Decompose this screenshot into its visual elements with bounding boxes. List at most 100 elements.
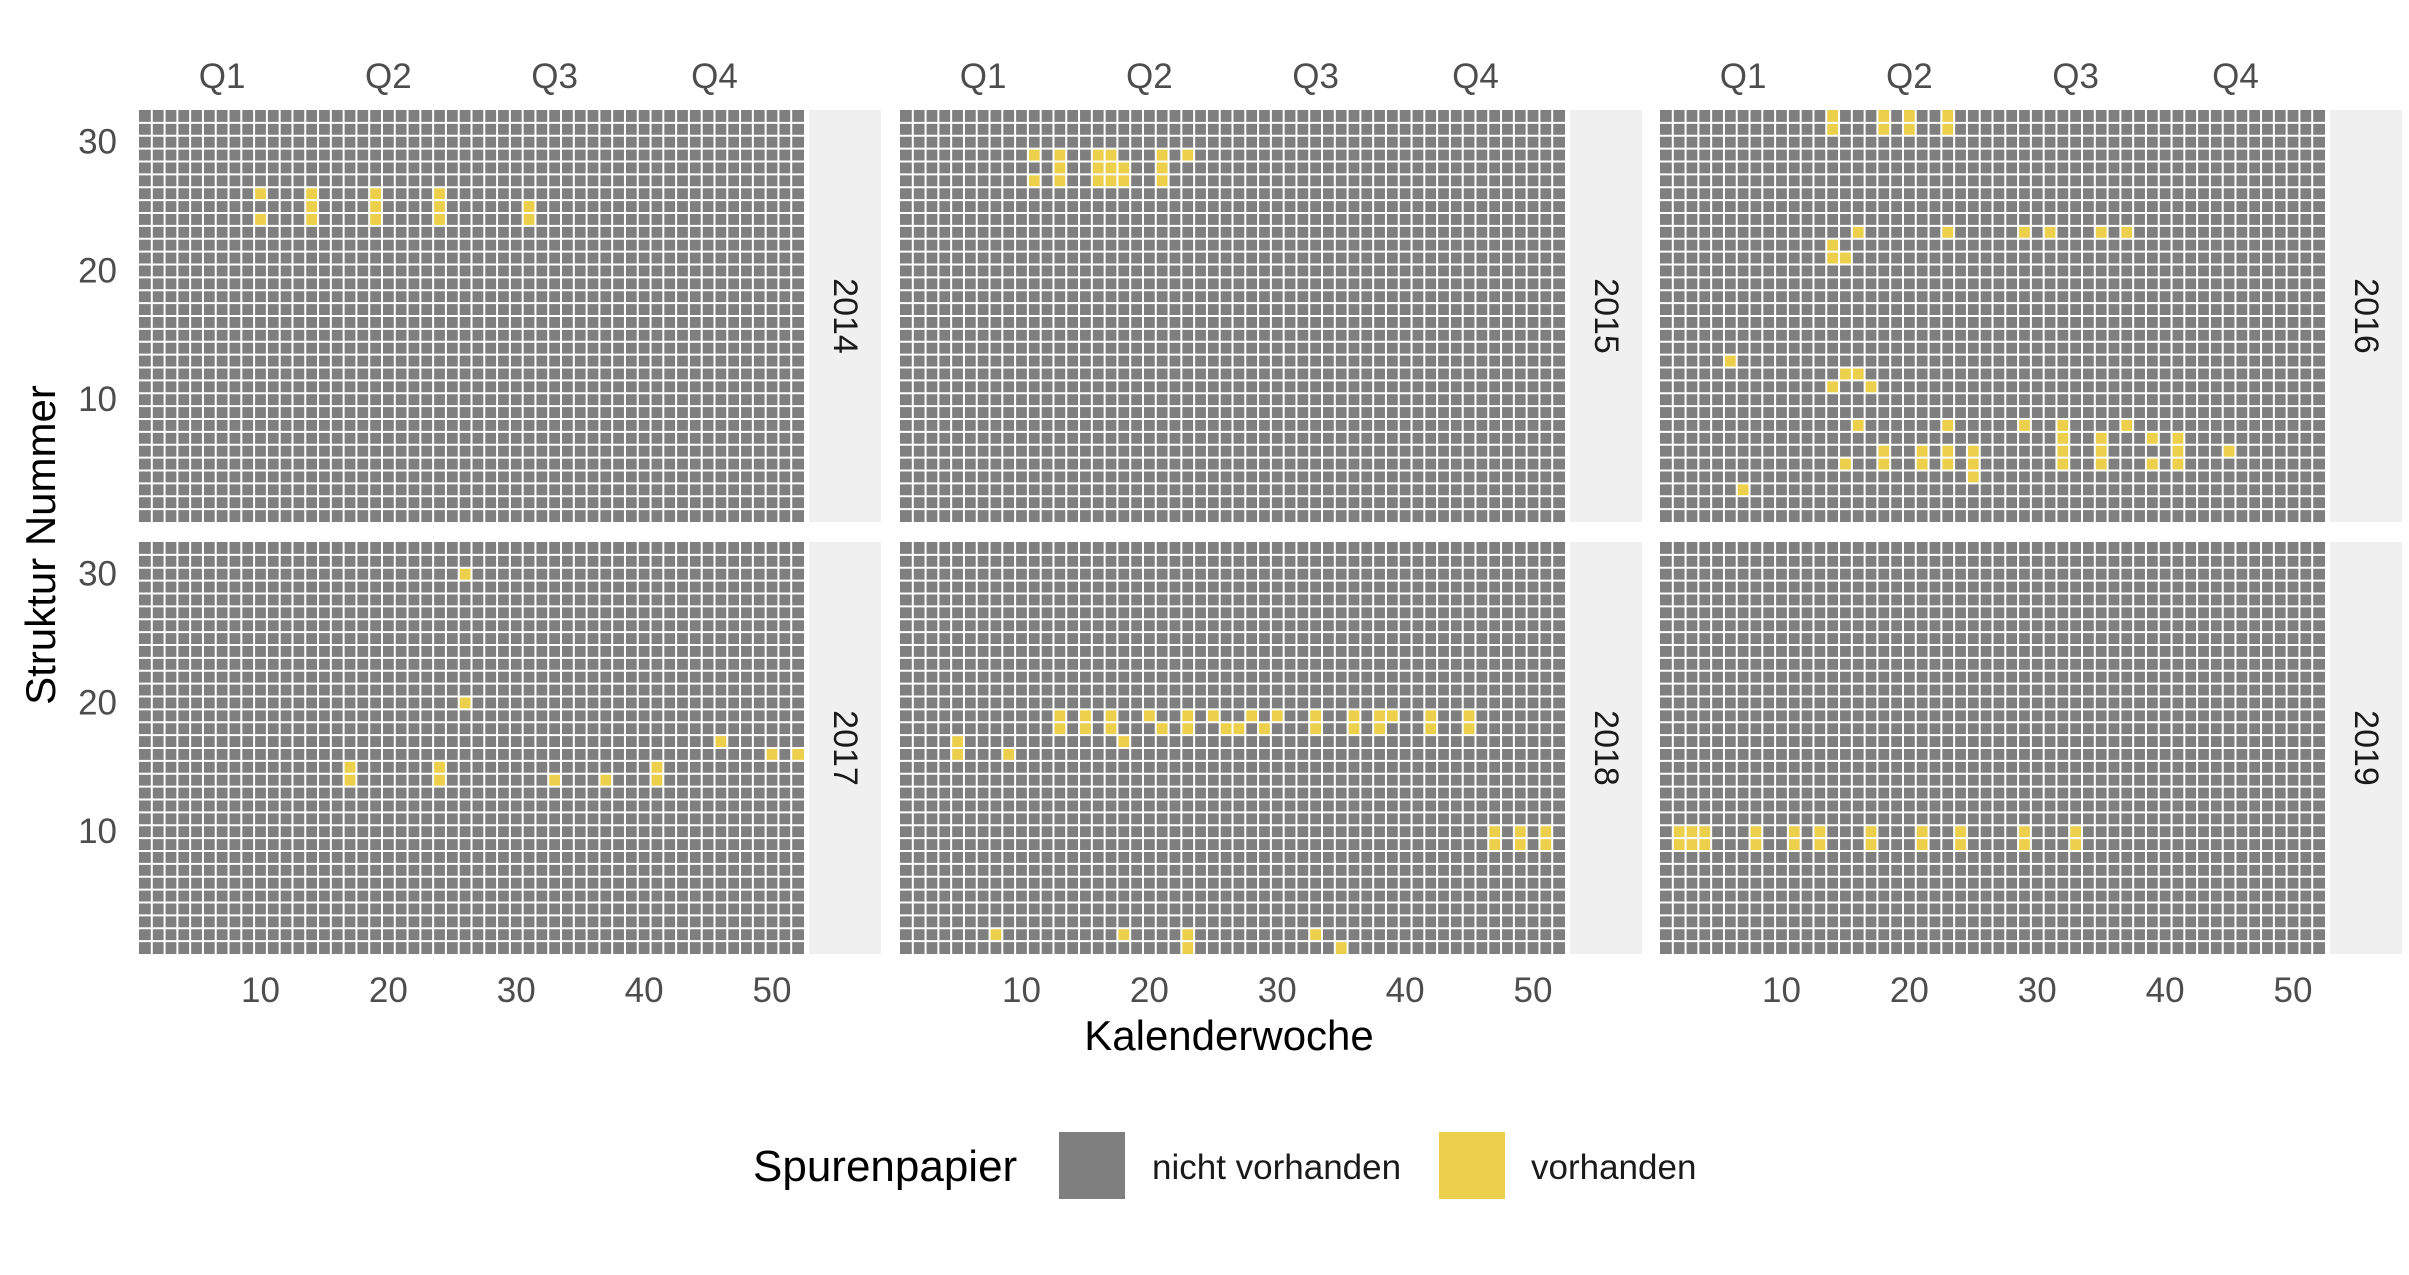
present-cell: [1723, 354, 1737, 368]
present-cell: [1813, 838, 1827, 851]
present-cell: [2094, 431, 2108, 445]
present-cell: [1053, 174, 1067, 188]
quarter-label: Q1: [1720, 57, 1767, 96]
legend-title: Spurenpapier: [753, 1142, 1017, 1191]
present-cell: [1373, 722, 1386, 736]
present-cell: [433, 187, 446, 201]
x-tick-label: 50: [753, 971, 792, 1010]
facet-strip: [809, 542, 881, 954]
panel-2016: 2016: [1660, 110, 2402, 522]
present-cell: [1488, 838, 1502, 851]
present-cell: [989, 928, 1003, 942]
present-cell: [1513, 838, 1527, 851]
present-cell: [1091, 148, 1105, 162]
present-cell: [1902, 122, 1916, 136]
present-cell: [1851, 367, 1865, 381]
present-cell: [1966, 470, 1980, 484]
present-cell: [1142, 709, 1156, 723]
present-cell: [1915, 825, 1929, 839]
facet-label: 2014: [826, 278, 864, 354]
facet-label: 2016: [2347, 278, 2385, 354]
quarter-label: Q2: [1886, 57, 1933, 96]
x-axis-title: Kalenderwoche: [1084, 1012, 1374, 1059]
facet-strip: [2330, 110, 2402, 522]
present-cell: [1232, 722, 1246, 736]
present-cell: [650, 773, 664, 787]
present-cell: [2094, 444, 2108, 458]
present-cell: [1002, 748, 1016, 761]
x-tick-label: 10: [241, 971, 280, 1010]
present-cell: [1117, 928, 1131, 942]
present-cell: [599, 773, 613, 787]
facet-strip: [1570, 110, 1642, 522]
present-cell: [433, 773, 446, 787]
present-cell: [1206, 709, 1220, 723]
quarter-label: Q3: [1292, 57, 1339, 96]
present-cell: [2145, 457, 2159, 471]
present-cell: [1826, 238, 1840, 252]
present-cell: [1813, 825, 1827, 839]
facet-strip: [809, 110, 881, 522]
present-cell: [1539, 838, 1553, 851]
present-cell: [1462, 709, 1476, 723]
present-cell: [2056, 419, 2070, 432]
grid-lines: [900, 542, 1565, 954]
grid-lines: [1660, 110, 2325, 522]
present-cell: [1104, 161, 1118, 175]
legend-label-present: vorhanden: [1531, 1148, 1696, 1187]
present-cell: [1117, 161, 1131, 175]
present-cell: [1373, 709, 1386, 723]
present-cell: [1966, 457, 1980, 471]
present-cell: [369, 213, 382, 226]
present-cell: [2222, 444, 2236, 458]
quarter-label: Q2: [365, 57, 412, 96]
present-cell: [1749, 838, 1763, 851]
x-tick-label: 50: [2274, 971, 2313, 1010]
y-tick-label: 30: [78, 555, 117, 594]
quarter-label: Q1: [960, 57, 1007, 96]
present-cell: [369, 187, 382, 201]
present-cell: [1902, 110, 1916, 123]
present-cell: [1966, 444, 1980, 458]
legend-key-absent: [1059, 1132, 1125, 1199]
present-cell: [305, 187, 319, 201]
present-cell: [1181, 709, 1195, 723]
present-cell: [1424, 709, 1438, 723]
present-cell: [1181, 148, 1195, 162]
present-cell: [1079, 722, 1092, 736]
present-cell: [1839, 367, 1852, 381]
present-cell: [305, 213, 319, 226]
present-cell: [1915, 444, 1929, 458]
present-cell: [1347, 722, 1361, 736]
x-tick-label: 30: [497, 971, 536, 1010]
present-cell: [1839, 251, 1852, 265]
x-tick-label: 30: [1258, 971, 1297, 1010]
present-cell: [548, 773, 562, 787]
quarter-label: Q2: [1126, 57, 1173, 96]
present-cell: [1155, 161, 1169, 175]
present-cell: [1155, 148, 1169, 162]
y-tick-label: 30: [78, 123, 117, 162]
present-cell: [1488, 825, 1502, 839]
present-cell: [1826, 110, 1840, 123]
x-tick-label: 40: [1386, 971, 1425, 1010]
present-cell: [2056, 444, 2070, 458]
facet-strip: [1570, 542, 1642, 954]
panel-2017: 2017: [139, 542, 881, 954]
facet-panels: 2014 2015 2016 2017 2018 2019: [139, 110, 2402, 954]
present-cell: [1027, 174, 1041, 188]
legend-label-absent: nicht vorhanden: [1152, 1148, 1401, 1187]
present-cell: [2145, 431, 2159, 445]
present-cell: [1736, 483, 1750, 497]
present-cell: [2094, 457, 2108, 471]
present-cell: [1954, 838, 1967, 851]
present-cell: [1091, 174, 1105, 188]
present-cell: [1941, 419, 1955, 432]
quarter-label: Q4: [1452, 57, 1499, 96]
x-tick-label: 50: [1514, 971, 1553, 1010]
present-cell: [2069, 838, 2083, 851]
present-cell: [1347, 709, 1361, 723]
present-cell: [1513, 825, 1527, 839]
present-cell: [1787, 825, 1801, 839]
